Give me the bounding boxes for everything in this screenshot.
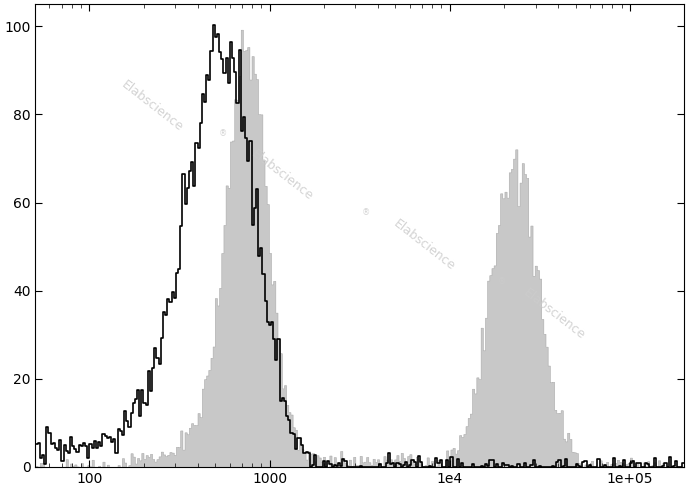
Text: ®: ® bbox=[362, 208, 370, 217]
Text: Elabscience: Elabscience bbox=[248, 147, 315, 203]
Text: ®: ® bbox=[219, 129, 228, 138]
Text: Elabscience: Elabscience bbox=[391, 217, 458, 273]
Text: ®: ® bbox=[498, 277, 506, 286]
Text: Elabscience: Elabscience bbox=[119, 78, 186, 134]
Text: Elabscience: Elabscience bbox=[521, 286, 588, 342]
